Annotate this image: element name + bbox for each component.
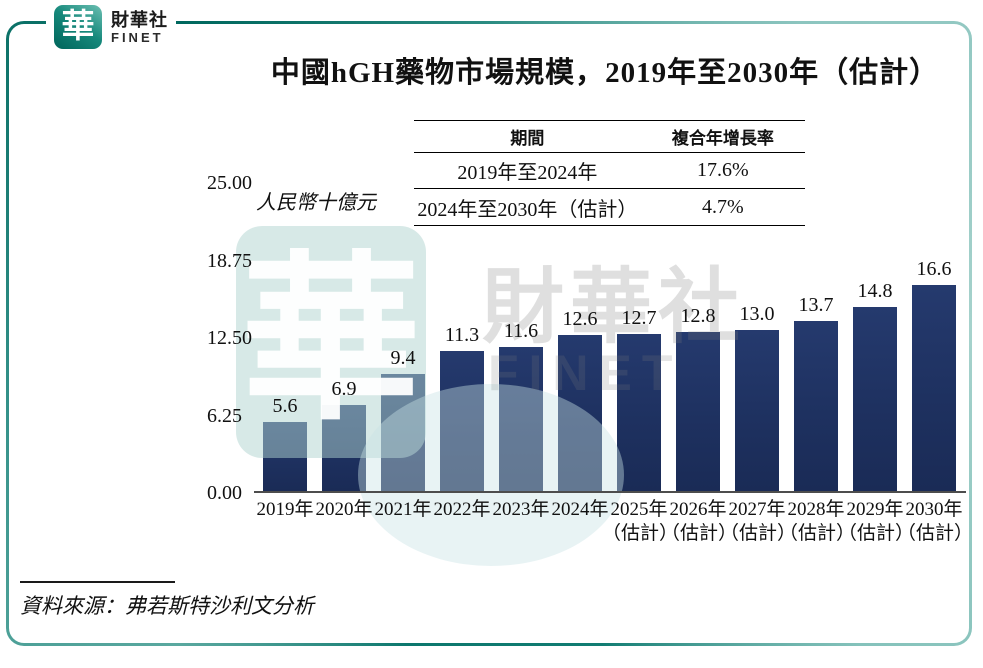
bar-value-label: 14.8 — [857, 280, 893, 302]
bar-value-label: 12.6 — [562, 308, 598, 330]
finet-emblem-char: 華 — [61, 9, 95, 45]
watermark-text-zh: 財華社 — [482, 262, 747, 353]
cagr-row1-rate: 17.6% — [697, 159, 749, 181]
bar-value-label: 11.6 — [503, 320, 539, 342]
y-tick-label: 25.00 — [207, 172, 252, 194]
bar-value-label: 12.7 — [621, 307, 657, 329]
bar — [912, 285, 956, 491]
logo-name-en: FINET — [111, 30, 164, 45]
x-axis-label: 2026年 （估計） — [661, 499, 738, 544]
x-axis-label: 2029年 （估計） — [838, 499, 915, 544]
y-tick-label: 18.75 — [207, 250, 252, 272]
y-axis-unit-label: 人民幣十億元 — [256, 192, 376, 214]
x-axis-label: 2019年 — [256, 499, 314, 520]
bar — [499, 347, 543, 491]
x-axis-label: 2024年 — [551, 499, 609, 520]
bar-value-label: 5.6 — [272, 395, 298, 417]
logo-name-zh: 財華社 — [111, 10, 168, 30]
x-axis-label: 2025年 （估計） — [602, 499, 679, 544]
finet-emblem-icon: 華 — [54, 5, 102, 49]
cagr-row1-period: 2019年至2024年 — [457, 162, 598, 184]
watermark-emblem-char: 華 — [240, 242, 421, 441]
source-note: 資料來源：弗若斯特沙利文分析 — [20, 594, 314, 618]
table-row: 2024年至2030年（估計） 4.7% — [414, 189, 805, 226]
logo-text: 財華社 FINET — [111, 10, 168, 46]
bar-value-label: 12.8 — [680, 305, 716, 327]
y-tick-label: 6.25 — [207, 405, 242, 427]
source-divider-rule — [20, 581, 175, 583]
cagr-header-rate: 複合年增長率 — [671, 129, 774, 148]
bar-value-label: 6.9 — [331, 378, 357, 400]
x-axis-label: 2023年 — [492, 499, 550, 520]
finet-logo: 華 財華社 FINET — [46, 0, 176, 52]
bar — [676, 332, 720, 491]
bar-value-label: 13.7 — [798, 294, 834, 316]
cagr-row2-period: 2024年至2030年（估計） — [417, 198, 638, 221]
bar-value-label: 9.4 — [390, 347, 416, 369]
x-axis-label: 2028年 （估計） — [779, 499, 856, 544]
bar — [735, 330, 779, 491]
bar — [440, 351, 484, 491]
x-axis-label: 2027年 （估計） — [720, 499, 797, 544]
chart-title: 中國hGH藥物市場規模，2019年至2030年（估計） — [270, 57, 940, 89]
y-tick-label: 12.50 — [207, 327, 252, 349]
bar-value-label: 11.3 — [444, 324, 480, 346]
table-row: 2019年至2024年 17.6% — [414, 153, 805, 189]
watermark-text-en: FINET — [488, 345, 683, 401]
bar — [853, 307, 897, 491]
cagr-header-period: 期間 — [510, 129, 545, 148]
cagr-table: 期間 複合年增長率 2019年至2024年 17.6% 2024年至2030年（… — [414, 120, 805, 226]
watermark-emblem: 華 — [236, 226, 426, 458]
bar-value-label: 13.0 — [739, 303, 775, 325]
cagr-table-header-row: 期間 複合年增長率 — [414, 120, 805, 153]
bar — [794, 321, 838, 491]
bar-value-label: 16.6 — [916, 258, 952, 280]
y-tick-label: 0.00 — [207, 482, 242, 504]
bar — [558, 335, 602, 491]
cagr-row2-rate: 4.7% — [702, 195, 744, 218]
x-axis-label: 2020年 — [315, 499, 373, 520]
x-axis-label: 2022年 — [433, 499, 491, 520]
x-axis-label: 2030年 （估計） — [897, 499, 974, 544]
x-axis-label: 2021年 — [374, 499, 432, 520]
bar — [617, 334, 661, 491]
watermark-glow-circle — [358, 384, 624, 566]
x-axis-line — [254, 491, 966, 493]
